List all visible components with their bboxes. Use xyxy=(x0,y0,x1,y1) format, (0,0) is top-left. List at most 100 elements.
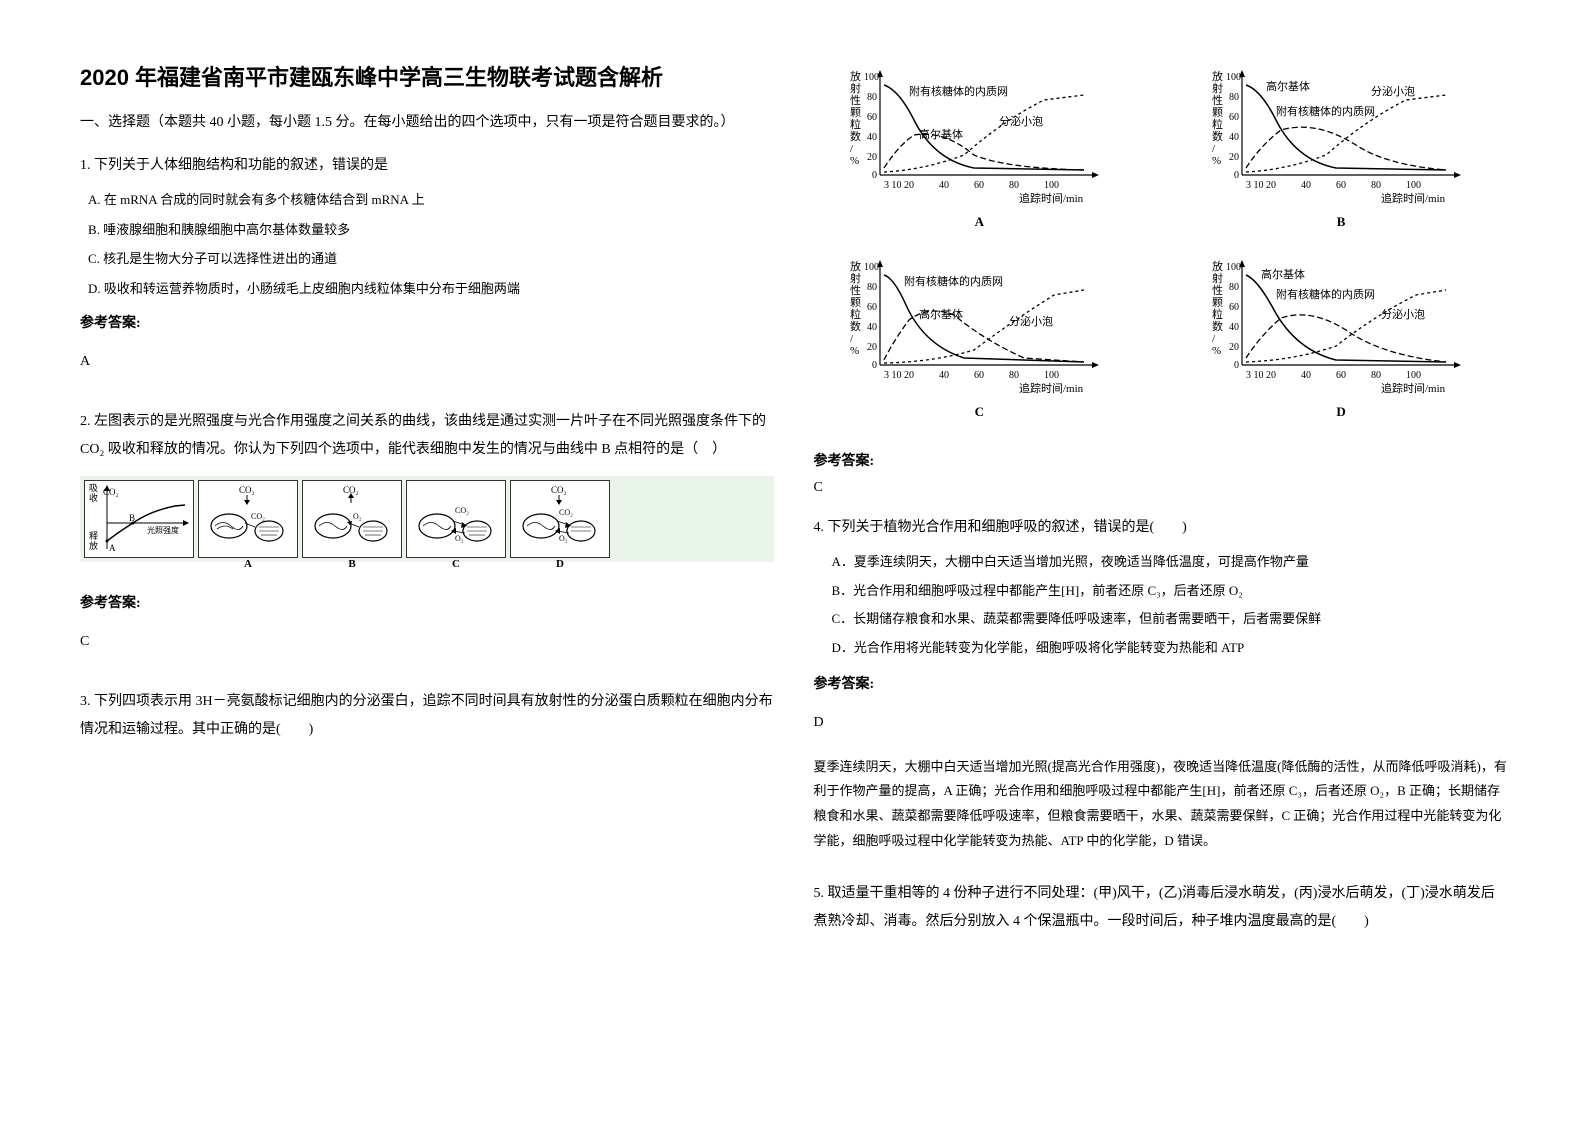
q2-figure: 吸 收 CO₂ A B 释 放 光照强度 xyxy=(80,476,774,562)
svg-text:100: 100 xyxy=(1044,370,1059,381)
svg-text:颗: 颗 xyxy=(850,296,861,309)
svg-text:射: 射 xyxy=(850,81,861,95)
svg-text:20: 20 xyxy=(1229,152,1239,163)
svg-text:颗: 颗 xyxy=(850,106,861,119)
q2-panel-d: CO₂ CO₂ O₂ D xyxy=(510,480,610,558)
svg-text:20: 20 xyxy=(1229,342,1239,353)
svg-text:数: 数 xyxy=(1212,320,1223,333)
question-2: 2. 左图表示的是光照强度与光合作用强度之间关系的曲线，该曲线是通过实测一片叶子… xyxy=(80,408,774,674)
svg-text:O₂: O₂ xyxy=(559,534,568,543)
svg-text:释: 释 xyxy=(89,530,98,541)
svg-text:20: 20 xyxy=(867,152,877,163)
svg-text:80: 80 xyxy=(867,92,877,103)
svg-text:分泌小泡: 分泌小泡 xyxy=(1381,307,1425,321)
svg-text:3 10 20: 3 10 20 xyxy=(1246,180,1276,191)
q2-answer-label: 参考答案: xyxy=(80,590,774,618)
svg-text:60: 60 xyxy=(1336,370,1346,381)
svg-text:放: 放 xyxy=(850,259,861,273)
svg-text:/: / xyxy=(1212,143,1216,155)
svg-text:高尔基体: 高尔基体 xyxy=(919,127,963,141)
svg-text:40: 40 xyxy=(1229,322,1239,333)
svg-text:性: 性 xyxy=(1212,93,1223,107)
svg-text:O₂: O₂ xyxy=(455,534,464,543)
svg-text:/: / xyxy=(850,143,854,155)
svg-text:CO₂: CO₂ xyxy=(559,508,573,517)
q1-option-b: B. 唾液腺细胞和胰腺细胞中高尔基体数量较多 xyxy=(88,218,774,241)
q1-answer: A xyxy=(80,348,774,376)
svg-text:80: 80 xyxy=(1371,370,1381,381)
svg-text:40: 40 xyxy=(1229,132,1239,143)
chart-label-d: D xyxy=(1336,404,1345,420)
svg-text:CO₂: CO₂ xyxy=(455,506,469,515)
svg-text:高尔基体: 高尔基体 xyxy=(1266,79,1310,93)
svg-text:0: 0 xyxy=(1234,360,1239,371)
panel-label-d: D xyxy=(556,553,564,575)
panel-label-b: B xyxy=(348,553,355,575)
svg-text:80: 80 xyxy=(1371,180,1381,191)
q4-option-c: C．长期储存粮食和水果、蔬菜都需要降低呼吸速率，但前者需要晒干，后者需要保鲜 xyxy=(832,607,1508,632)
q2-panel-c: CO₂ O₂ C xyxy=(406,480,506,558)
q4-option-d: D．光合作用将光能转变为化学能，细胞呼吸将化学能转变为热能和 ATP xyxy=(832,636,1508,661)
q3-chart-d: 放 射 性 颗 粒 数 / % 100 80 60 40 20 0 3 10 2… xyxy=(1206,250,1476,420)
svg-text:80: 80 xyxy=(867,282,877,293)
q4-explanation: 夏季连续阴天，大棚中白天适当增加光照(提高光合作用强度)，夜晚适当降低温度(降低… xyxy=(814,755,1508,854)
q4-text: 4. 下列关于植物光合作用和细胞呼吸的叙述，错误的是( ) xyxy=(814,514,1508,542)
svg-text:放: 放 xyxy=(89,540,98,551)
svg-text:粒: 粒 xyxy=(1212,307,1223,321)
svg-text:射: 射 xyxy=(850,271,861,285)
svg-text:80: 80 xyxy=(1229,92,1239,103)
q2-text: 2. 左图表示的是光照强度与光合作用强度之间关系的曲线，该曲线是通过实测一片叶子… xyxy=(80,408,774,464)
svg-text:/: / xyxy=(1212,333,1216,345)
svg-text:放: 放 xyxy=(1212,259,1223,273)
svg-text:CO₂: CO₂ xyxy=(251,512,265,521)
svg-text:附有核糖体的内质网: 附有核糖体的内质网 xyxy=(904,274,1003,288)
svg-text:40: 40 xyxy=(939,370,949,381)
svg-text:100: 100 xyxy=(1406,370,1421,381)
q2-answer: C xyxy=(80,628,774,656)
q3-answer-label: 参考答案: xyxy=(814,450,1508,470)
svg-text:性: 性 xyxy=(850,93,861,107)
svg-text:%: % xyxy=(1212,345,1221,357)
q2-panel-b: CO₂ O₂ B xyxy=(302,480,402,558)
svg-text:追踪时间/min: 追踪时间/min xyxy=(1019,191,1084,205)
q4-answer-label: 参考答案: xyxy=(814,671,1508,699)
q3-chart-a: 放 射 性 颗 粒 数 / % 100 80 60 40 20 0 xyxy=(844,60,1114,230)
svg-text:%: % xyxy=(1212,155,1221,167)
svg-text:80: 80 xyxy=(1229,282,1239,293)
q2-curve-panel: 吸 收 CO₂ A B 释 放 光照强度 xyxy=(84,480,194,558)
q1-answer-label: 参考答案: xyxy=(80,310,774,338)
y-label-top: 吸 xyxy=(89,483,98,493)
svg-text:附有核糖体的内质网: 附有核糖体的内质网 xyxy=(909,84,1008,98)
svg-text:0: 0 xyxy=(1234,170,1239,181)
svg-text:100: 100 xyxy=(864,262,879,273)
svg-text:60: 60 xyxy=(1229,112,1239,123)
svg-text:颗: 颗 xyxy=(1212,106,1223,119)
q1-text: 1. 下列关于人体细胞结构和功能的叙述，错误的是 xyxy=(80,152,774,180)
svg-text:40: 40 xyxy=(867,322,877,333)
svg-text:60: 60 xyxy=(1229,302,1239,313)
q4-option-b: B．光合作用和细胞呼吸过程中都能产生[H]，前者还原 C₃，后者还原 O₂ xyxy=(832,579,1508,604)
svg-text:粒: 粒 xyxy=(1212,117,1223,131)
question-1: 1. 下列关于人体细胞结构和功能的叙述，错误的是 A. 在 mRNA 合成的同时… xyxy=(80,152,774,394)
q1-option-a: A. 在 mRNA 合成的同时就会有多个核糖体结合到 mRNA 上 xyxy=(88,188,774,211)
svg-text:3 10 20: 3 10 20 xyxy=(1246,370,1276,381)
svg-text:追踪时间/min: 追踪时间/min xyxy=(1381,381,1446,395)
svg-text:附有核糖体的内质网: 附有核糖体的内质网 xyxy=(1276,104,1375,118)
q2-panel-a: CO₂ CO₂ A xyxy=(198,480,298,558)
svg-text:数: 数 xyxy=(850,130,861,143)
svg-text:80: 80 xyxy=(1009,370,1019,381)
svg-text:射: 射 xyxy=(1212,271,1223,285)
svg-text:分泌小泡: 分泌小泡 xyxy=(1371,84,1415,98)
svg-text:性: 性 xyxy=(850,283,861,297)
svg-text:0: 0 xyxy=(872,170,877,181)
svg-text:追踪时间/min: 追踪时间/min xyxy=(1019,381,1084,395)
svg-text:A: A xyxy=(109,543,116,553)
svg-text:收: 收 xyxy=(89,492,98,503)
panel-label-a: A xyxy=(244,553,252,575)
svg-text:40: 40 xyxy=(867,132,877,143)
chart-label-a: A xyxy=(975,214,984,230)
q1-option-c: C. 核孔是生物大分子可以选择性进出的通道 xyxy=(88,247,774,270)
svg-text:3 10 20: 3 10 20 xyxy=(884,370,914,381)
q3-text: 3. 下列四项表示用 3H－亮氨酸标记细胞内的分泌蛋白，追踪不同时间具有放射性的… xyxy=(80,688,774,744)
chart-label-c: C xyxy=(975,404,984,420)
